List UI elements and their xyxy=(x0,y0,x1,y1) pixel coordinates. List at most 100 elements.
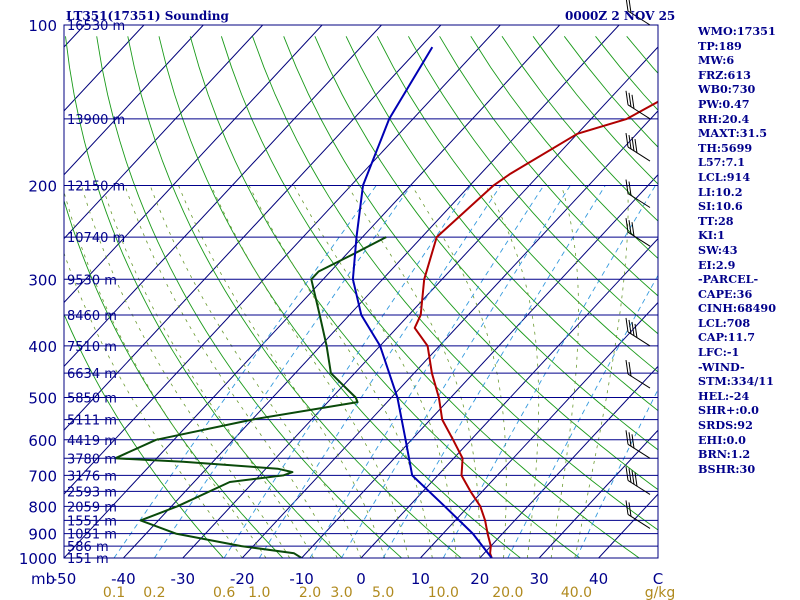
isotherm xyxy=(64,25,501,495)
index-line: FRZ:613 xyxy=(698,67,751,82)
isotherm xyxy=(123,25,620,558)
height-label: 2593 m xyxy=(67,485,117,500)
wind-barb-flag xyxy=(631,321,635,336)
mixing-ratio-label: 0.6 xyxy=(213,585,235,600)
mixing-ratio-line xyxy=(223,185,472,558)
height-label: 9530 m xyxy=(67,273,117,288)
wind-barb xyxy=(627,193,651,208)
dry-adiabat xyxy=(376,36,658,373)
wind-barb-flag xyxy=(634,138,638,154)
temperature-line xyxy=(413,100,658,558)
index-line: SHR+:0.0 xyxy=(698,403,759,418)
wind-barb-flag xyxy=(628,319,632,334)
mixing-ratio-line xyxy=(576,388,658,558)
wind-barb xyxy=(627,104,651,120)
wind-barb-flag xyxy=(628,92,632,107)
temperature-tick-label: 30 xyxy=(530,570,549,588)
wind-barb-flag xyxy=(634,323,638,338)
moist-adiabat xyxy=(550,185,579,558)
height-label: 3780 m xyxy=(67,452,117,467)
pressure-tick-label: 900 xyxy=(28,526,57,544)
temperature-unit-label: C xyxy=(653,570,663,588)
pressure-tick-label: 700 xyxy=(28,467,57,485)
dry-adiabat xyxy=(65,36,343,558)
isotherm xyxy=(538,429,658,558)
wind-barb-flag xyxy=(625,360,629,375)
height-label: 1551 m xyxy=(67,514,117,529)
wind-barb-flag xyxy=(625,132,629,148)
wind-barb-flag xyxy=(628,468,632,483)
wind-barb-flag xyxy=(625,317,629,332)
index-line: EHI:0.0 xyxy=(698,432,746,447)
wind-barb-flag xyxy=(628,502,632,517)
height-label: 2059 m xyxy=(67,500,117,515)
moist-adiabat xyxy=(149,185,362,558)
height-label: 5850 m xyxy=(67,392,117,407)
mixing-ratio-label: 0.2 xyxy=(143,585,165,600)
wind-barb-flag xyxy=(625,466,629,481)
index-line: CAPE:36 xyxy=(698,286,753,301)
wind-barb-flag xyxy=(625,179,629,194)
height-label: 4419 m xyxy=(67,434,117,449)
mixing-ratio-label: 2.0 xyxy=(299,585,321,600)
dry-adiabat xyxy=(64,199,284,558)
pressure-tick-label: 400 xyxy=(28,338,57,356)
index-line: MW:6 xyxy=(698,53,735,68)
isotherm xyxy=(420,301,658,558)
index-line: WB0:730 xyxy=(698,82,756,97)
pressure-tick-label: 1000 xyxy=(19,550,57,568)
dry-adiabat xyxy=(96,36,403,558)
wind-barb-flag xyxy=(634,472,638,487)
wind-barb-flag xyxy=(628,181,632,196)
isotherm xyxy=(64,25,264,240)
index-line: MAXT:31.5 xyxy=(698,126,768,141)
height-label: 3176 m xyxy=(67,469,117,484)
wind-barb-flag xyxy=(625,90,629,105)
dry-adiabat xyxy=(314,36,658,451)
pressure-tick-label: 800 xyxy=(28,498,57,516)
mixing-ratio-label: 0.1 xyxy=(103,585,125,600)
index-line: HEL:-24 xyxy=(698,388,750,403)
dry-adiabat xyxy=(189,36,581,558)
parcel-line xyxy=(351,46,493,558)
pressure-tick-label: 500 xyxy=(28,390,57,408)
wind-barb-flag xyxy=(631,94,635,109)
mixing-ratio-line xyxy=(442,185,656,558)
height-label: 1051 m xyxy=(67,528,117,543)
isotherm xyxy=(64,25,382,368)
wind-barb xyxy=(627,443,651,459)
dry-adiabat xyxy=(439,36,658,297)
index-line: TP:189 xyxy=(698,38,742,53)
temperature-tick-label: 20 xyxy=(470,570,489,588)
index-line: SI:10.6 xyxy=(698,199,743,214)
index-line: TH:5699 xyxy=(698,140,753,155)
mixing-ratio-line xyxy=(382,185,606,558)
wind-barb-flag xyxy=(628,134,632,150)
temperature-tick-label: -10 xyxy=(289,570,314,588)
mixing-ratio-label: 5.0 xyxy=(372,585,394,600)
wind-barb xyxy=(627,331,651,347)
index-line: -PARCEL- xyxy=(698,272,759,287)
dry-adiabat xyxy=(470,36,658,259)
wind-barb xyxy=(627,231,651,247)
isotherm xyxy=(241,110,658,558)
mixing-ratio-line xyxy=(113,185,377,558)
isotherm xyxy=(301,174,658,558)
dewpoint-line xyxy=(114,236,387,558)
moist-adiabat xyxy=(248,185,433,558)
wind-barb-flag xyxy=(628,220,632,235)
height-label: 8460 m xyxy=(67,309,117,324)
mixing-ratio-line xyxy=(154,185,412,558)
temperature-tick-label: -50 xyxy=(52,570,77,588)
wind-barb xyxy=(627,373,651,389)
mixing-ratio-line xyxy=(341,185,571,558)
index-line: SRDS:92 xyxy=(698,418,753,433)
wind-barb-flag xyxy=(628,0,632,14)
temperature-tick-label: -40 xyxy=(111,570,136,588)
temperature-tick-label: -30 xyxy=(171,570,196,588)
index-line: SW:43 xyxy=(698,242,738,257)
moist-adiabat xyxy=(101,185,314,558)
pressure-tick-label: 300 xyxy=(28,271,57,289)
dry-adiabat xyxy=(283,36,658,491)
mixing-ratio-label: 3.0 xyxy=(330,585,352,600)
